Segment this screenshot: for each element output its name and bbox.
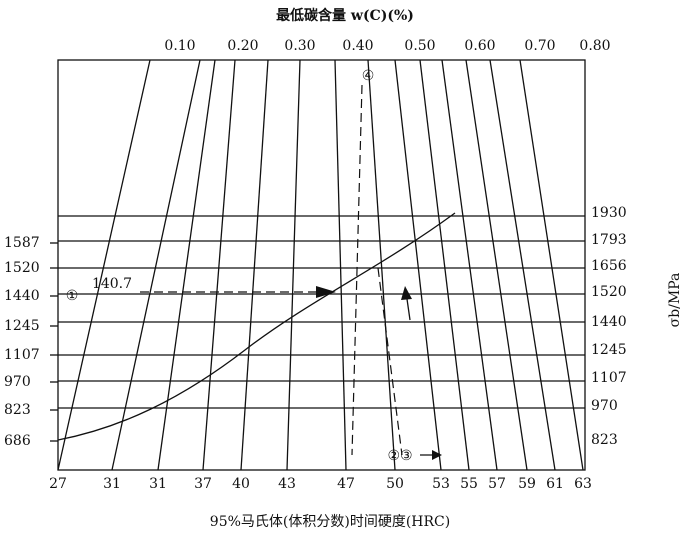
- bottom-tick-label: 57: [488, 476, 506, 492]
- fan-line: [394, 59, 442, 471]
- bottom-tick-label: 27: [49, 476, 67, 492]
- fan-line: [157, 59, 216, 471]
- dashed-line: [377, 267, 403, 456]
- right-tick-label: 1520: [591, 284, 627, 300]
- top-tick-label: 0.70: [524, 38, 555, 54]
- left-tick-label: 970: [4, 374, 31, 390]
- frame: [57, 59, 586, 471]
- bottom-tick-label: 55: [460, 476, 478, 492]
- bottom-tick-label: 37: [194, 476, 212, 492]
- right-tick-label: 1930: [591, 205, 627, 221]
- bottom-tick-label: 53: [432, 476, 450, 492]
- fan-line: [334, 59, 347, 471]
- top-title: 最低碳含量 w(C)(%): [276, 7, 414, 24]
- left-tick-label: 1520: [4, 260, 40, 276]
- fan-line: [489, 59, 556, 471]
- fan-line: [202, 59, 236, 471]
- arrow: [316, 286, 336, 298]
- top-tick-label: 0.20: [227, 38, 258, 54]
- fan-line: [519, 59, 584, 471]
- left-tick-label: 1245: [4, 318, 40, 334]
- top-tick-label: 0.30: [284, 38, 315, 54]
- left-tick-label: 1107: [4, 347, 40, 363]
- top-tick-label: 0.50: [404, 38, 435, 54]
- bottom-tick-label: 40: [232, 476, 250, 492]
- bottom-tick-label: 50: [386, 476, 404, 492]
- fan-line: [57, 59, 151, 471]
- bottom-tick-label: 47: [337, 476, 355, 492]
- fan-line: [240, 59, 269, 471]
- bottom-tick-label: 43: [278, 476, 296, 492]
- right-tick-label: 823: [591, 432, 618, 448]
- right-tick-label: 970: [591, 398, 618, 414]
- fan-line: [111, 59, 201, 471]
- right-title: σb/MPa: [667, 273, 683, 328]
- left-tick-label: 1440: [4, 288, 40, 304]
- right-tick-label: 1245: [591, 342, 627, 358]
- fan-line: [441, 59, 498, 471]
- arrow: [401, 286, 412, 300]
- annotation: ④: [362, 68, 375, 84]
- fan-line: [367, 59, 396, 471]
- fan-line: [286, 59, 301, 471]
- annotation: 140.7: [92, 276, 132, 292]
- bottom-tick-label: 63: [574, 476, 592, 492]
- top-tick-label: 0.40: [342, 38, 373, 54]
- bottom-tick-label: 31: [149, 476, 167, 492]
- bottom-title: 95%马氏体(体积分数)时间硬度(HRC): [210, 514, 450, 530]
- left-tick-label: 1587: [4, 235, 40, 251]
- top-tick-label: 0.80: [579, 38, 610, 54]
- right-tick-label: 1656: [591, 258, 627, 274]
- fan-line: [465, 59, 528, 471]
- bottom-tick-label: 31: [103, 476, 121, 492]
- left-tick-label: 823: [4, 402, 31, 418]
- curve: [57, 212, 456, 441]
- top-tick-label: 0.10: [164, 38, 195, 54]
- top-tick-label: 0.60: [464, 38, 495, 54]
- bottom-tick-label: 59: [518, 476, 536, 492]
- annotation: ①: [66, 288, 79, 304]
- arrow: [432, 450, 442, 460]
- bottom-tick-label: 61: [546, 476, 564, 492]
- right-tick-label: 1793: [591, 232, 627, 248]
- fan-line: [419, 59, 470, 471]
- right-tick-label: 1107: [591, 370, 627, 386]
- annotation: ②③: [387, 448, 412, 464]
- dashed-line: [351, 84, 363, 456]
- right-tick-label: 1440: [591, 314, 627, 330]
- left-tick-label: 686: [4, 433, 31, 449]
